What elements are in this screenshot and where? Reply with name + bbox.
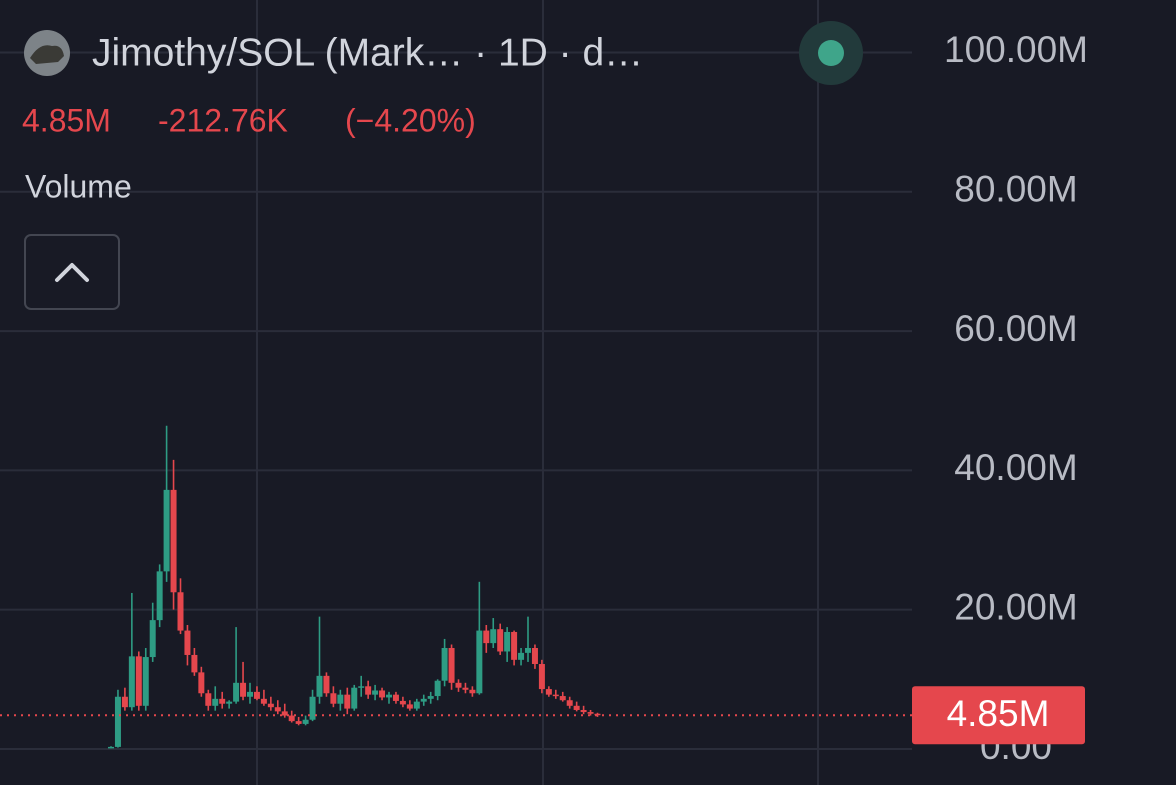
candle-body <box>379 690 386 698</box>
candle-body <box>427 696 434 699</box>
candle-body <box>163 489 170 572</box>
candle-body <box>247 691 253 697</box>
candle-body <box>441 647 448 681</box>
candle-body <box>323 675 330 694</box>
candle-body <box>240 682 247 697</box>
candle-body <box>233 682 240 702</box>
candle-body <box>177 592 184 631</box>
candle-body <box>490 629 497 644</box>
collapse-chevron <box>55 263 89 282</box>
candle-body <box>365 686 372 695</box>
candle-body <box>483 630 490 644</box>
candle-body <box>455 682 462 688</box>
candles <box>108 425 601 749</box>
candle-body <box>518 652 525 660</box>
candle-body <box>281 711 288 716</box>
candle-body <box>212 698 219 706</box>
candle-body <box>149 620 156 658</box>
candle-body <box>205 693 212 706</box>
candle-body <box>392 694 399 701</box>
candle-body <box>594 713 601 716</box>
grid <box>0 51 912 750</box>
candle-body <box>121 696 128 708</box>
candle-body <box>358 686 365 688</box>
candle-body <box>413 701 420 709</box>
candle-body <box>274 707 281 712</box>
y-tick-label: 80.00M <box>954 169 1077 210</box>
candle-body <box>184 630 191 655</box>
last-price: 4.85M <box>22 102 111 138</box>
candle-body <box>316 675 323 697</box>
candle-body <box>219 698 226 704</box>
candle-body <box>448 647 455 683</box>
collapse-button[interactable] <box>24 234 120 310</box>
candle-body <box>476 630 483 694</box>
volume-label: Volume <box>25 168 132 204</box>
candle-body <box>538 664 545 690</box>
candle-body <box>288 715 295 722</box>
candle-body <box>399 700 406 705</box>
candle-body <box>511 631 518 660</box>
candle-body <box>552 694 559 697</box>
candle-body <box>573 705 580 710</box>
candle-body <box>337 694 344 704</box>
candle-body <box>135 656 142 706</box>
candle-body <box>462 687 469 690</box>
candle-body <box>260 698 267 704</box>
candle-body <box>295 721 302 724</box>
candle-body <box>559 696 566 701</box>
candle-body <box>531 647 538 665</box>
candle-body <box>198 672 205 694</box>
candle-body <box>497 629 504 652</box>
last-price-tag-label: 4.85M <box>947 693 1050 734</box>
candle-body <box>420 698 427 702</box>
y-tick-label: 100.00M <box>944 29 1088 70</box>
y-tick-label: 40.00M <box>954 447 1077 488</box>
price-change-percent: (−4.20%) <box>345 102 476 138</box>
candle-body <box>114 696 121 747</box>
candle-body <box>191 654 198 673</box>
candle-body <box>504 631 511 652</box>
symbol-title[interactable]: Jimothy/SOL (Mark… · 1D · d… <box>92 31 643 74</box>
legend-header: Jimothy/SOL (Mark… · 1D · d… 4.85M -212.… <box>22 21 863 310</box>
candle-body <box>469 689 476 694</box>
candle-body <box>344 694 351 709</box>
symbol-icon-art <box>30 45 64 64</box>
candle-body <box>525 647 531 653</box>
y-tick-label: 60.00M <box>954 308 1077 349</box>
candle-body <box>406 704 413 709</box>
candle-body <box>330 693 337 704</box>
candle-body <box>108 746 114 749</box>
candle-body <box>253 691 260 699</box>
candle-body <box>156 571 163 621</box>
candle-body <box>128 656 135 708</box>
candle-body <box>267 703 274 708</box>
candle-body <box>142 657 149 706</box>
candle-body <box>226 701 233 704</box>
candle-body <box>587 712 594 714</box>
candle-body <box>545 689 552 695</box>
candle-body <box>372 690 379 695</box>
last-price-tag <box>912 686 1085 745</box>
candle-body <box>580 709 587 713</box>
candle-body <box>309 696 316 720</box>
price-change: -212.76K <box>158 102 288 138</box>
candle-body <box>434 680 441 697</box>
candle-body <box>170 489 177 593</box>
candle-body <box>386 694 392 698</box>
candle-body <box>302 719 309 724</box>
candle-body <box>566 700 573 706</box>
status-dot <box>818 40 844 66</box>
y-tick-label: 20.00M <box>954 586 1077 627</box>
candle-body <box>351 687 358 709</box>
